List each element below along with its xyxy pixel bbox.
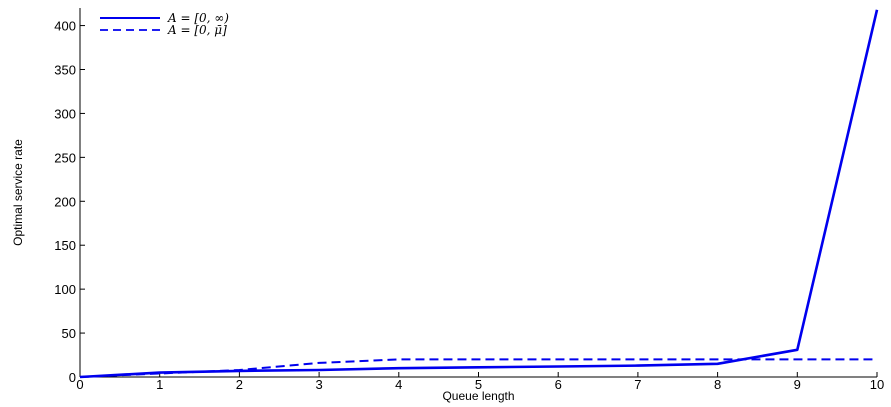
- x-tick-label: 9: [794, 377, 801, 392]
- x-tick-label: 1: [156, 377, 163, 392]
- legend: A = [0, ∞)A = [0, μ̄]: [100, 11, 229, 37]
- y-tick-label: 0: [69, 370, 76, 385]
- y-tick-label: 200: [54, 194, 76, 209]
- x-tick-label: 4: [395, 377, 402, 392]
- y-tick-label: 300: [54, 106, 76, 121]
- series-layer: [79, 9, 879, 379]
- x-axis-label: Queue length: [442, 389, 514, 403]
- x-tick-label: 3: [315, 377, 322, 392]
- x-tick-label: 8: [714, 377, 721, 392]
- y-tick-label: 400: [54, 19, 76, 34]
- y-axis-label: Optimal service rate: [11, 139, 25, 246]
- legend-label: A = [0, ∞): [167, 11, 229, 25]
- x-tick-label: 5: [475, 377, 482, 392]
- series-line-unbounded: [79, 9, 879, 379]
- x-tick-label: 7: [634, 377, 641, 392]
- y-tick-label: 150: [54, 238, 76, 253]
- plot-frame: [79, 8, 877, 378]
- x-tick-label: 6: [555, 377, 562, 392]
- x-tick-label: 0: [76, 377, 83, 392]
- y-tick-label: 50: [62, 326, 76, 341]
- y-tick-label: 250: [54, 150, 76, 165]
- series-line-bounded: [79, 358, 877, 378]
- x-ticks: 0 1 2 3 4 5 6 7 8 9 10: [76, 372, 884, 392]
- y-tick-label: 350: [54, 63, 76, 78]
- y-ticks: 0 50 100 150 200 250 300 350 400: [54, 19, 85, 385]
- legend-label: A = [0, μ̄]: [167, 23, 227, 37]
- x-tick-label: 10: [870, 377, 884, 392]
- y-tick-label: 100: [54, 282, 76, 297]
- x-tick-label: 2: [236, 377, 243, 392]
